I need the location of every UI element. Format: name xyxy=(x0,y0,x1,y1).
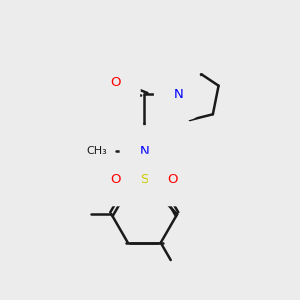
Text: N: N xyxy=(140,145,149,158)
Text: CH₃: CH₃ xyxy=(86,146,107,156)
Text: O: O xyxy=(110,76,121,89)
Text: O: O xyxy=(168,173,178,187)
Text: S: S xyxy=(140,173,148,187)
Text: N: N xyxy=(174,88,183,101)
Text: O: O xyxy=(110,173,121,187)
